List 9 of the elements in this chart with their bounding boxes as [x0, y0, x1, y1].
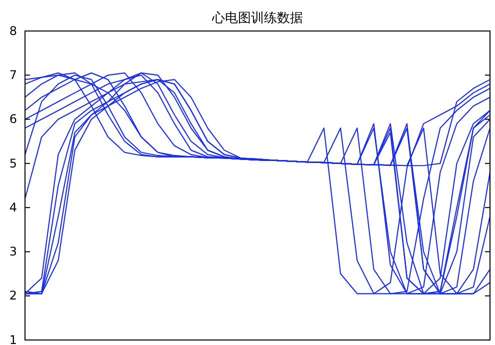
y-tick-label: 2 — [9, 288, 17, 303]
y-tick-label: 7 — [9, 68, 17, 82]
y-tick-label: 6 — [9, 112, 17, 126]
chart-title: 心电图训练数据 — [211, 10, 303, 26]
y-tick-label: 3 — [9, 244, 17, 259]
y-tick-label: 4 — [9, 200, 17, 214]
y-tick-label: 5 — [9, 156, 17, 170]
y-tick-label: 1 — [9, 332, 17, 345]
y-tick-label: 8 — [9, 24, 17, 38]
